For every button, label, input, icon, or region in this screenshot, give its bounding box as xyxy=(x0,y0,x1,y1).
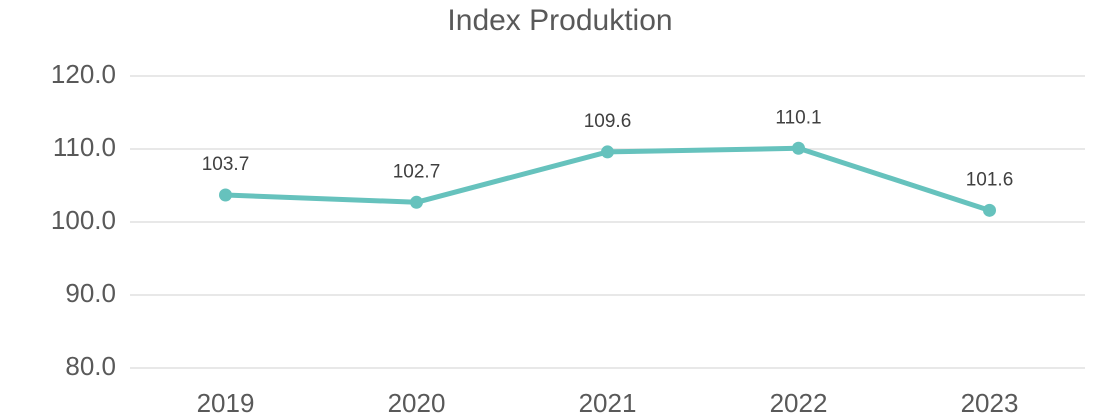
x-tick-label: 2022 xyxy=(770,388,828,418)
data-label: 102.7 xyxy=(393,161,441,182)
y-tick-label: 110.0 xyxy=(53,132,116,162)
x-tick-label: 2019 xyxy=(197,388,255,418)
data-point xyxy=(219,188,232,202)
chart-title: Index Produktion xyxy=(447,4,672,37)
data-label: 109.6 xyxy=(584,111,632,132)
data-label: 110.1 xyxy=(775,107,821,128)
data-label: 101.6 xyxy=(966,169,1014,190)
x-tick-label: 2021 xyxy=(579,388,637,418)
y-tick-label: 90.0 xyxy=(65,278,116,308)
data-label: 103.7 xyxy=(202,154,250,175)
y-tick-label: 120.0 xyxy=(51,59,116,89)
data-point xyxy=(792,141,805,155)
x-tick-label: 2020 xyxy=(388,388,446,418)
y-tick-label: 80.0 xyxy=(65,351,116,381)
x-tick-label: 2023 xyxy=(961,388,1019,418)
data-point xyxy=(601,145,614,159)
data-point xyxy=(983,203,996,217)
y-tick-label: 100.0 xyxy=(51,205,116,235)
data-point xyxy=(410,195,423,209)
